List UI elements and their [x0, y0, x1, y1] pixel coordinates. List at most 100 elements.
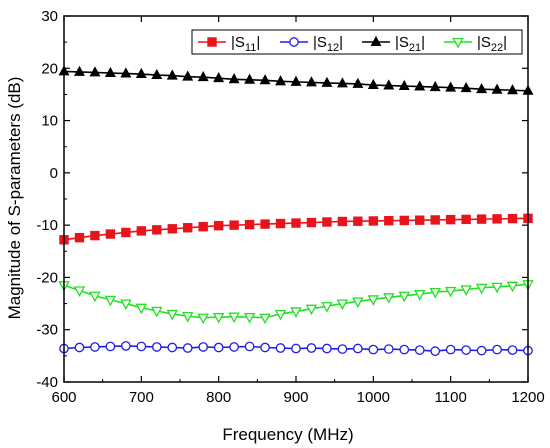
legend-label-end: | — [339, 34, 343, 51]
data-point — [322, 343, 332, 354]
data-point — [491, 83, 503, 94]
data-point — [104, 66, 116, 77]
legend-label-main: |S — [313, 34, 327, 51]
data-point — [166, 309, 178, 321]
legend-label-main: |S — [477, 34, 491, 51]
data-point — [291, 218, 301, 228]
legend-label: |S12| — [313, 34, 343, 54]
data-point — [414, 290, 426, 301]
data-point — [152, 225, 162, 235]
data-point — [336, 299, 349, 311]
data-point — [275, 343, 286, 353]
data-point — [492, 344, 502, 355]
data-point — [414, 80, 426, 91]
data-point — [476, 214, 487, 224]
data-point — [476, 345, 487, 356]
data-point — [121, 227, 131, 238]
data-point — [415, 215, 425, 225]
data-point — [259, 313, 271, 325]
data-point — [290, 307, 302, 318]
data-point — [135, 303, 148, 315]
data-point — [337, 344, 348, 354]
data-point — [182, 312, 194, 323]
data-point — [491, 282, 503, 294]
legend-label-main: |S — [395, 34, 409, 51]
data-point — [73, 286, 86, 297]
data-point — [121, 341, 131, 351]
data-point — [213, 342, 224, 353]
series-4 — [58, 280, 534, 325]
data-point — [399, 215, 409, 226]
data-point — [429, 80, 441, 92]
series-2 — [59, 341, 533, 357]
y-tick-label: 10 — [41, 113, 58, 130]
data-point — [151, 306, 163, 318]
x-axis-label: Frequency (MHz) — [222, 425, 353, 444]
legend-label-subscript: 12 — [327, 42, 339, 54]
data-point — [398, 79, 410, 91]
x-tick-label: 1000 — [357, 389, 390, 406]
data-point — [306, 343, 317, 353]
legend-label-end: | — [503, 34, 507, 51]
data-point — [383, 79, 395, 90]
data-point — [104, 295, 117, 307]
data-point — [306, 217, 317, 228]
data-point — [507, 213, 518, 224]
data-point — [445, 214, 456, 225]
data-point — [475, 283, 488, 295]
data-point — [429, 287, 441, 299]
data-point — [243, 313, 256, 324]
data-point — [213, 72, 225, 83]
data-point — [166, 69, 178, 80]
legend-label-end: | — [256, 34, 260, 51]
data-point — [228, 312, 240, 324]
data-point — [74, 232, 85, 243]
data-point — [306, 76, 317, 87]
x-tick-label: 800 — [206, 389, 231, 406]
data-point — [336, 77, 348, 88]
data-point — [213, 220, 224, 231]
y-axis-label: Magnitude of S-parameters (dB) — [5, 77, 24, 320]
data-point — [197, 70, 209, 82]
legend-label-subscript: 21 — [409, 42, 421, 54]
data-point — [229, 342, 239, 352]
data-point — [399, 344, 410, 355]
data-point — [105, 229, 116, 239]
x-tick-label: 900 — [283, 389, 308, 406]
data-point — [321, 302, 333, 313]
data-point — [120, 299, 132, 311]
data-point — [352, 77, 364, 88]
data-point — [368, 344, 379, 355]
data-point — [321, 76, 333, 87]
legend-marker — [289, 37, 299, 47]
legend-item: |S11| — [198, 34, 260, 54]
legend-marker — [207, 37, 217, 47]
x-tick-label: 700 — [129, 389, 154, 406]
data-point — [367, 295, 380, 306]
data-point — [74, 65, 85, 76]
data-point — [476, 83, 488, 94]
data-point — [151, 68, 163, 80]
legend-label: |S21| — [395, 34, 425, 54]
data-point — [322, 217, 332, 227]
x-tick-label: 1100 — [435, 389, 467, 406]
legend-label-subscript: 11 — [245, 42, 256, 54]
legend: |S11| |S12| |S21| |S22| — [191, 29, 523, 55]
data-point — [105, 341, 116, 352]
data-point — [120, 67, 132, 78]
data-point — [90, 342, 100, 352]
data-point — [183, 223, 193, 233]
legend-label-subscript: 22 — [491, 42, 503, 54]
data-point — [212, 313, 225, 324]
data-point — [244, 219, 255, 230]
legend-item: |S12| — [280, 34, 343, 54]
data-point — [383, 293, 395, 304]
data-point — [198, 342, 209, 352]
data-point — [197, 313, 209, 325]
data-point — [460, 285, 472, 296]
data-point — [151, 342, 162, 352]
data-point — [182, 343, 193, 353]
legend-item: |S21| — [362, 34, 425, 54]
data-point — [492, 214, 502, 224]
